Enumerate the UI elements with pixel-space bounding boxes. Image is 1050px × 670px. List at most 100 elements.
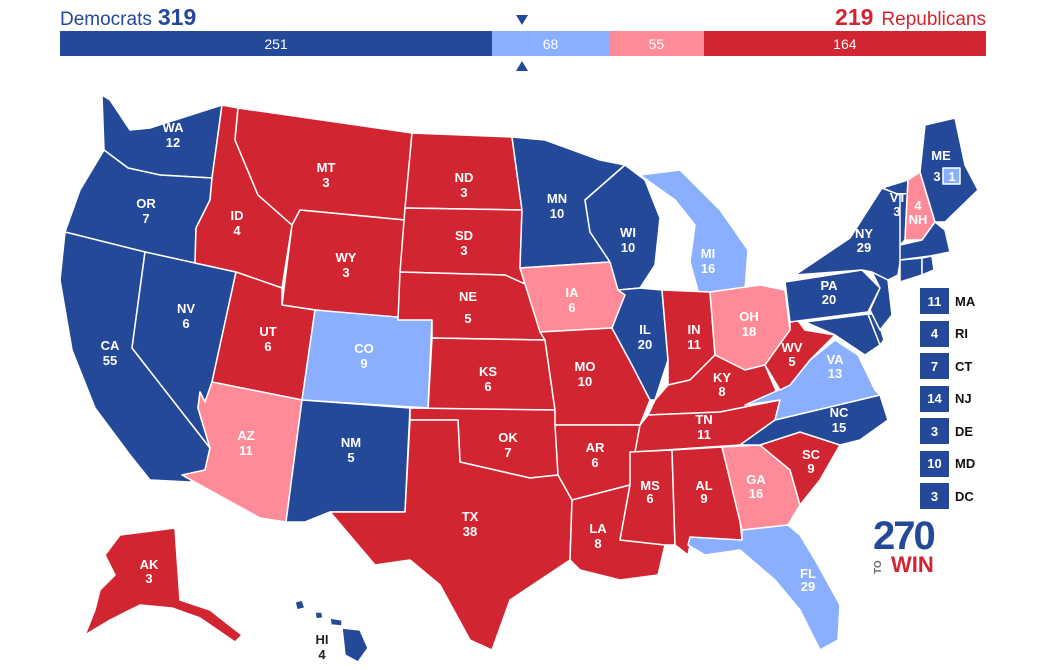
small-state-abbr: DE: [955, 423, 974, 439]
small-state-abbr: RI: [955, 326, 968, 341]
small-state-abbr: NJ: [955, 391, 972, 406]
label-al-abbr: AL: [695, 478, 712, 493]
state-ak[interactable]: [84, 527, 243, 643]
small-state-ri[interactable]: 4 RI: [920, 320, 975, 347]
small-state-de[interactable]: 3 DE: [920, 418, 975, 444]
state-md[interactable]: [804, 313, 881, 356]
label-in-ev: 11: [687, 337, 701, 352]
state-wi[interactable]: [584, 164, 661, 291]
label-ny-ev: 29: [857, 240, 871, 255]
label-ks-abbr: KS: [479, 364, 497, 379]
label-ny-abbr: NY: [855, 226, 873, 241]
democrats-total: 319: [157, 4, 197, 30]
label-ak-abbr: AK: [140, 557, 159, 572]
small-states-list: 11 MA 4 RI 7 CT 14 NJ 3 DE 10 MD 3 DC: [920, 288, 975, 516]
small-state-ct[interactable]: 7 CT: [920, 353, 975, 379]
small-state-ma[interactable]: 11 MA: [920, 288, 975, 314]
label-ga-abbr: GA: [746, 472, 766, 487]
small-state-ev-box[interactable]: 3: [920, 418, 949, 444]
state-ny[interactable]: [794, 187, 903, 281]
label-hi-ev: 4: [318, 647, 326, 662]
label-nh-abbr: NH: [909, 212, 928, 227]
label-nh-ev: 4: [914, 198, 922, 213]
label-mt-ev: 3: [322, 175, 329, 190]
small-state-ev-box[interactable]: 10: [920, 450, 949, 477]
label-hi-abbr: HI: [316, 632, 329, 647]
state-ky[interactable]: [647, 354, 781, 416]
small-state-ev-box[interactable]: 14: [920, 385, 949, 412]
state-ri[interactable]: [921, 255, 935, 276]
label-sd-ev: 3: [460, 243, 467, 258]
small-state-ev-box[interactable]: 3: [920, 483, 949, 509]
label-wi-abbr: WI: [620, 225, 636, 240]
label-ms-abbr: MS: [640, 478, 660, 493]
270towin-logo[interactable]: 270 TO WIN: [873, 516, 943, 576]
label-or-ev: 7: [142, 211, 149, 226]
small-state-md[interactable]: 10 MD: [920, 450, 976, 477]
bar-segment-lean-rep[interactable]: 55: [609, 31, 704, 56]
label-az-ev: 11: [239, 443, 253, 458]
label-fl-abbr: FL: [800, 566, 816, 581]
label-sd-abbr: SD: [455, 228, 473, 243]
label-ar-abbr: AR: [586, 440, 605, 455]
label-nv-abbr: NV: [177, 301, 195, 316]
label-wv-abbr: WV: [782, 340, 803, 355]
republicans-header: 219 Republicans: [835, 4, 986, 31]
label-nm-abbr: NM: [341, 435, 361, 450]
state-hi[interactable]: [294, 599, 369, 663]
label-mt-abbr: MT: [317, 160, 336, 175]
label-vt-abbr: VT: [890, 190, 907, 205]
label-id-ev: 4: [233, 223, 241, 238]
label-ne-ev: 5: [464, 311, 471, 326]
state-il[interactable]: [611, 287, 669, 401]
state-labels: WA 12 OR 7 CA 55 NV 6 ID 4 MT 3 WY 3 UT …: [101, 120, 956, 662]
small-state-dc[interactable]: 3 DC: [920, 483, 975, 509]
label-nd-abbr: ND: [455, 170, 474, 185]
label-pa-abbr: PA: [820, 278, 838, 293]
small-state-abbr: MD: [955, 456, 976, 471]
270-marker-top-icon: [516, 15, 528, 25]
label-co-ev: 9: [360, 356, 367, 371]
state-tx[interactable]: [329, 419, 573, 651]
small-state-abbr: DC: [955, 488, 974, 504]
label-tx-abbr: TX: [462, 509, 479, 524]
label-ut-abbr: UT: [259, 324, 276, 339]
label-mi-ev: 16: [701, 261, 715, 276]
label-tn-ev: 11: [697, 427, 711, 442]
label-in-abbr: IN: [688, 322, 701, 337]
label-ia-abbr: IA: [566, 285, 580, 300]
label-va-ev: 13: [828, 366, 842, 381]
small-state-ev-box[interactable]: 4: [920, 320, 949, 347]
label-la-ev: 8: [594, 536, 601, 551]
label-nc-abbr: NC: [830, 405, 849, 420]
bar-segment-safe-rep[interactable]: 164: [703, 31, 986, 56]
label-sc-abbr: SC: [802, 447, 821, 462]
bar-segment-lean-dem[interactable]: 68: [492, 31, 610, 56]
state-fl[interactable]: [687, 524, 841, 651]
label-mn-abbr: MN: [547, 191, 567, 206]
270-marker-bottom-icon: [516, 61, 528, 71]
bar-segment-safe-dem[interactable]: 251: [60, 31, 493, 56]
label-pa-ev: 20: [822, 292, 836, 307]
label-az-abbr: AZ: [237, 428, 254, 443]
label-oh-abbr: OH: [739, 309, 759, 324]
label-sc-ev: 9: [807, 461, 814, 476]
state-ct[interactable]: [899, 257, 923, 283]
label-nm-ev: 5: [347, 450, 354, 465]
small-state-nj[interactable]: 14 NJ: [920, 385, 975, 412]
label-il-abbr: IL: [639, 322, 651, 337]
label-wy-abbr: WY: [336, 250, 357, 265]
small-state-ev-box[interactable]: 7: [920, 353, 949, 379]
logo-win: WIN: [891, 552, 934, 577]
label-nc-ev: 15: [832, 420, 846, 435]
state-vt[interactable]: [881, 179, 909, 246]
small-state-ev-box[interactable]: 11: [920, 288, 949, 314]
small-state-abbr: MA: [955, 293, 976, 309]
maine-district-box[interactable]: [942, 167, 961, 185]
label-ia-ev: 6: [568, 300, 575, 315]
label-ut-ev: 6: [264, 339, 271, 354]
label-tn-abbr: TN: [695, 412, 712, 427]
republicans-total: 219: [835, 4, 874, 30]
label-mo-abbr: MO: [575, 359, 596, 374]
